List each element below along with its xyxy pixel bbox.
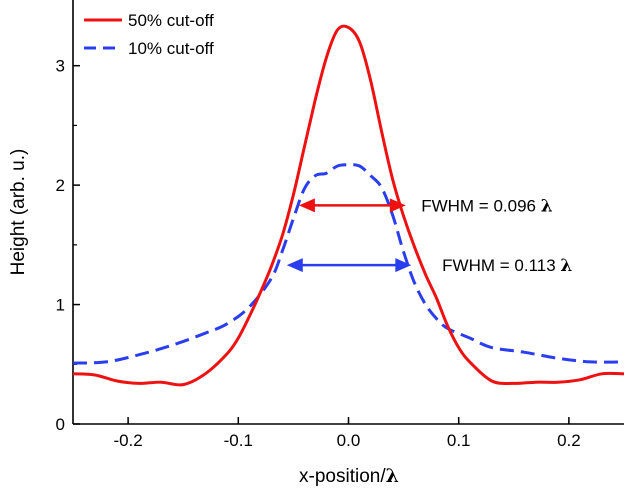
fwhm-label-lambda: λ bbox=[541, 196, 553, 216]
y-tick-label: 2 bbox=[56, 176, 65, 195]
fwhm-label: FWHM = 0.113 λ bbox=[442, 256, 572, 276]
x-tick-label: 0.2 bbox=[557, 431, 581, 450]
x-axis-title-lambda: λ bbox=[386, 465, 399, 487]
x-tick-label: -0.1 bbox=[224, 431, 253, 450]
fwhm-label-text: FWHM = 0.096 bbox=[421, 196, 541, 215]
fwhm-label-lambda: λ bbox=[560, 256, 572, 276]
y-axis-title: Height (arb. u.) bbox=[8, 149, 29, 276]
x-tick-label: 0.0 bbox=[337, 431, 361, 450]
legend-label-10: 10% cut-off bbox=[128, 39, 214, 58]
legend: 50% cut-off 10% cut-off bbox=[84, 11, 214, 58]
x-axis-title-text: x-position/ bbox=[299, 466, 386, 487]
x-axis-title: x-position/λ bbox=[299, 465, 399, 487]
y-tick-label: 0 bbox=[56, 415, 65, 434]
series-line-10-cutoff bbox=[72, 163, 625, 365]
fwhm-arrowhead-left bbox=[286, 258, 303, 273]
fwhm-arrowhead-right bbox=[389, 198, 406, 213]
x-tick-label: -0.2 bbox=[113, 431, 142, 450]
y-tick-label: 3 bbox=[56, 57, 65, 76]
series-layer bbox=[72, 24, 625, 387]
y-ticks: 0 1 2 3 bbox=[56, 57, 80, 434]
fwhm-arrowhead-right bbox=[395, 258, 412, 273]
y-tick-label: 1 bbox=[56, 296, 65, 315]
x-ticks: -0.2 -0.1 0.0 0.1 0.2 bbox=[113, 417, 581, 450]
x-tick-label: 0.1 bbox=[447, 431, 471, 450]
fwhm-label-text: FWHM = 0.113 bbox=[442, 256, 560, 275]
legend-label-50: 50% cut-off bbox=[128, 11, 214, 30]
series-line-50-cutoff bbox=[72, 24, 625, 387]
fwhm-label: FWHM = 0.096 λ bbox=[421, 196, 553, 216]
fwhm-arrowhead-left bbox=[298, 198, 315, 213]
